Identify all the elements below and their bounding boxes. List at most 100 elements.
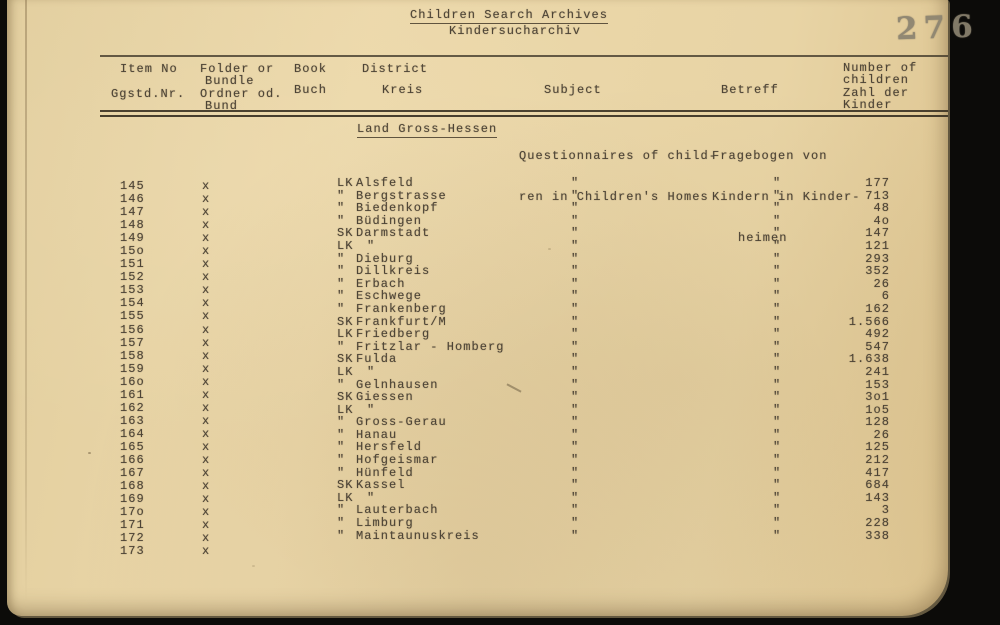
section-betreff-text: Fragebogen von Kindern in Kinder- heimen — [712, 149, 861, 245]
column-betreff-ditto: " " " " " " " " " " " " " " " " " " " " " " " " " " " " " — [773, 177, 781, 542]
cell-subject: " — [571, 528, 580, 543]
cell-subject: " — [571, 390, 580, 405]
cell-betreff: " — [773, 213, 782, 228]
cell-item: 149 — [120, 231, 145, 246]
cell-item: 172 — [120, 531, 145, 546]
cell-district: Fritzlar - Homberg — [356, 339, 505, 354]
cell-folder: x — [202, 400, 211, 415]
header-folder-line2: Bundle — [205, 74, 255, 88]
cell-subject: " — [571, 516, 580, 531]
cell-district: Gelnhausen — [356, 377, 439, 392]
cell-item: 148 — [120, 218, 145, 233]
cell-betreff: " — [773, 226, 782, 241]
cell-folder: x — [202, 231, 211, 246]
cell-betreff: " — [773, 289, 782, 304]
column-children-count: 177 713 48 4o 147 121 293 352 26 6 162 1.566 492 547 1… — [828, 177, 890, 542]
cell-subject: " — [571, 238, 580, 253]
cell-subject: " — [571, 314, 580, 329]
cell-item: 16o — [120, 374, 145, 389]
cell-betreff: " — [773, 327, 782, 342]
cell-district: Eschwege — [356, 289, 423, 304]
cell-item: 152 — [120, 270, 145, 285]
cell-item: 166 — [120, 452, 145, 467]
cell-subject: " — [571, 478, 580, 493]
cell-children: 147 — [865, 226, 890, 241]
cell-district: Kassel — [356, 478, 406, 493]
cell-children: 684 — [865, 478, 890, 493]
cell-book: " — [337, 377, 346, 392]
cell-betreff: " — [773, 465, 782, 480]
cell-subject: " — [571, 364, 580, 379]
cell-book: SK — [337, 390, 354, 405]
cell-children: 6 — [881, 289, 890, 304]
cell-district: Dillkreis — [356, 264, 431, 279]
cell-betreff: " — [773, 201, 782, 216]
cell-district: " — [367, 402, 376, 417]
header-district-de: Kreis — [382, 83, 424, 97]
cell-folder: x — [202, 413, 211, 428]
page-subtitle: Kindersucharchiv — [449, 24, 582, 38]
cell-children: 1.566 — [848, 314, 890, 329]
cell-district: Bergstrasse — [356, 188, 447, 203]
cell-children: 153 — [865, 377, 890, 392]
cell-betreff: " — [773, 264, 782, 279]
cell-folder: x — [202, 244, 211, 259]
cell-book: " — [337, 427, 346, 442]
cell-children: 162 — [865, 301, 890, 316]
cell-subject: " — [571, 327, 580, 342]
cell-item: 151 — [120, 257, 145, 272]
cell-children: 241 — [865, 364, 890, 379]
paper-speckle — [88, 452, 91, 454]
cell-subject: " — [571, 465, 580, 480]
cell-book: " — [337, 276, 346, 291]
cell-folder: x — [202, 531, 211, 546]
cell-subject: " — [571, 226, 580, 241]
header-number-line1: Number of — [843, 61, 918, 75]
cell-betreff: " — [773, 251, 782, 266]
cell-subject: " — [571, 415, 580, 430]
cell-book: " — [337, 516, 346, 531]
cell-book: " — [337, 465, 346, 480]
cell-book: LK — [337, 402, 354, 417]
cell-item: 173 — [120, 544, 145, 559]
cell-item: 157 — [120, 335, 145, 350]
cell-book: " — [337, 503, 346, 518]
header-number-line3: Zahl der — [843, 86, 910, 100]
cell-book: " — [337, 213, 346, 228]
cell-folder: x — [202, 426, 211, 441]
cell-folder: x — [202, 452, 211, 467]
cell-children: 3 — [881, 503, 890, 518]
cell-folder: x — [202, 492, 211, 507]
cell-betreff: " — [773, 390, 782, 405]
page-number-stamp: 276 — [895, 8, 980, 48]
cell-betreff: " — [773, 440, 782, 455]
cell-book: " — [337, 528, 346, 543]
cell-district: Büdingen — [356, 213, 423, 228]
cell-folder: x — [202, 218, 211, 233]
cell-book: SK — [337, 352, 354, 367]
cell-book: LK — [337, 327, 354, 342]
cell-book: SK — [337, 314, 354, 329]
cell-betreff: " — [773, 427, 782, 442]
cell-folder: x — [202, 257, 211, 272]
cell-book: " — [337, 251, 346, 266]
cell-district: Hünfeld — [356, 465, 414, 480]
cell-folder: x — [202, 479, 211, 494]
cell-district: " — [367, 364, 376, 379]
cell-betreff: " — [773, 377, 782, 392]
header-item-no-de: Ggstd.Nr. — [111, 87, 186, 101]
column-book: LK " " " SK LK " " " " " SK LK " SK LK " SK LK " " " " " SK LK " " " — [337, 177, 354, 542]
cell-folder: x — [202, 270, 211, 285]
cell-book: LK — [337, 238, 354, 253]
cell-folder: x — [202, 505, 211, 520]
cell-folder: x — [202, 466, 211, 481]
cell-betreff: " — [773, 453, 782, 468]
cell-book: LK — [337, 364, 354, 379]
cell-book: " — [337, 453, 346, 468]
column-item-no: 145 146 147 148 149 15o 151 152 153 154 155 156 157 1… — [120, 179, 145, 559]
cell-children: 417 — [865, 465, 890, 480]
cell-betreff: " — [773, 528, 782, 543]
cell-item: 171 — [120, 518, 145, 533]
cell-children: 26 — [873, 427, 890, 442]
cell-children: 547 — [865, 339, 890, 354]
